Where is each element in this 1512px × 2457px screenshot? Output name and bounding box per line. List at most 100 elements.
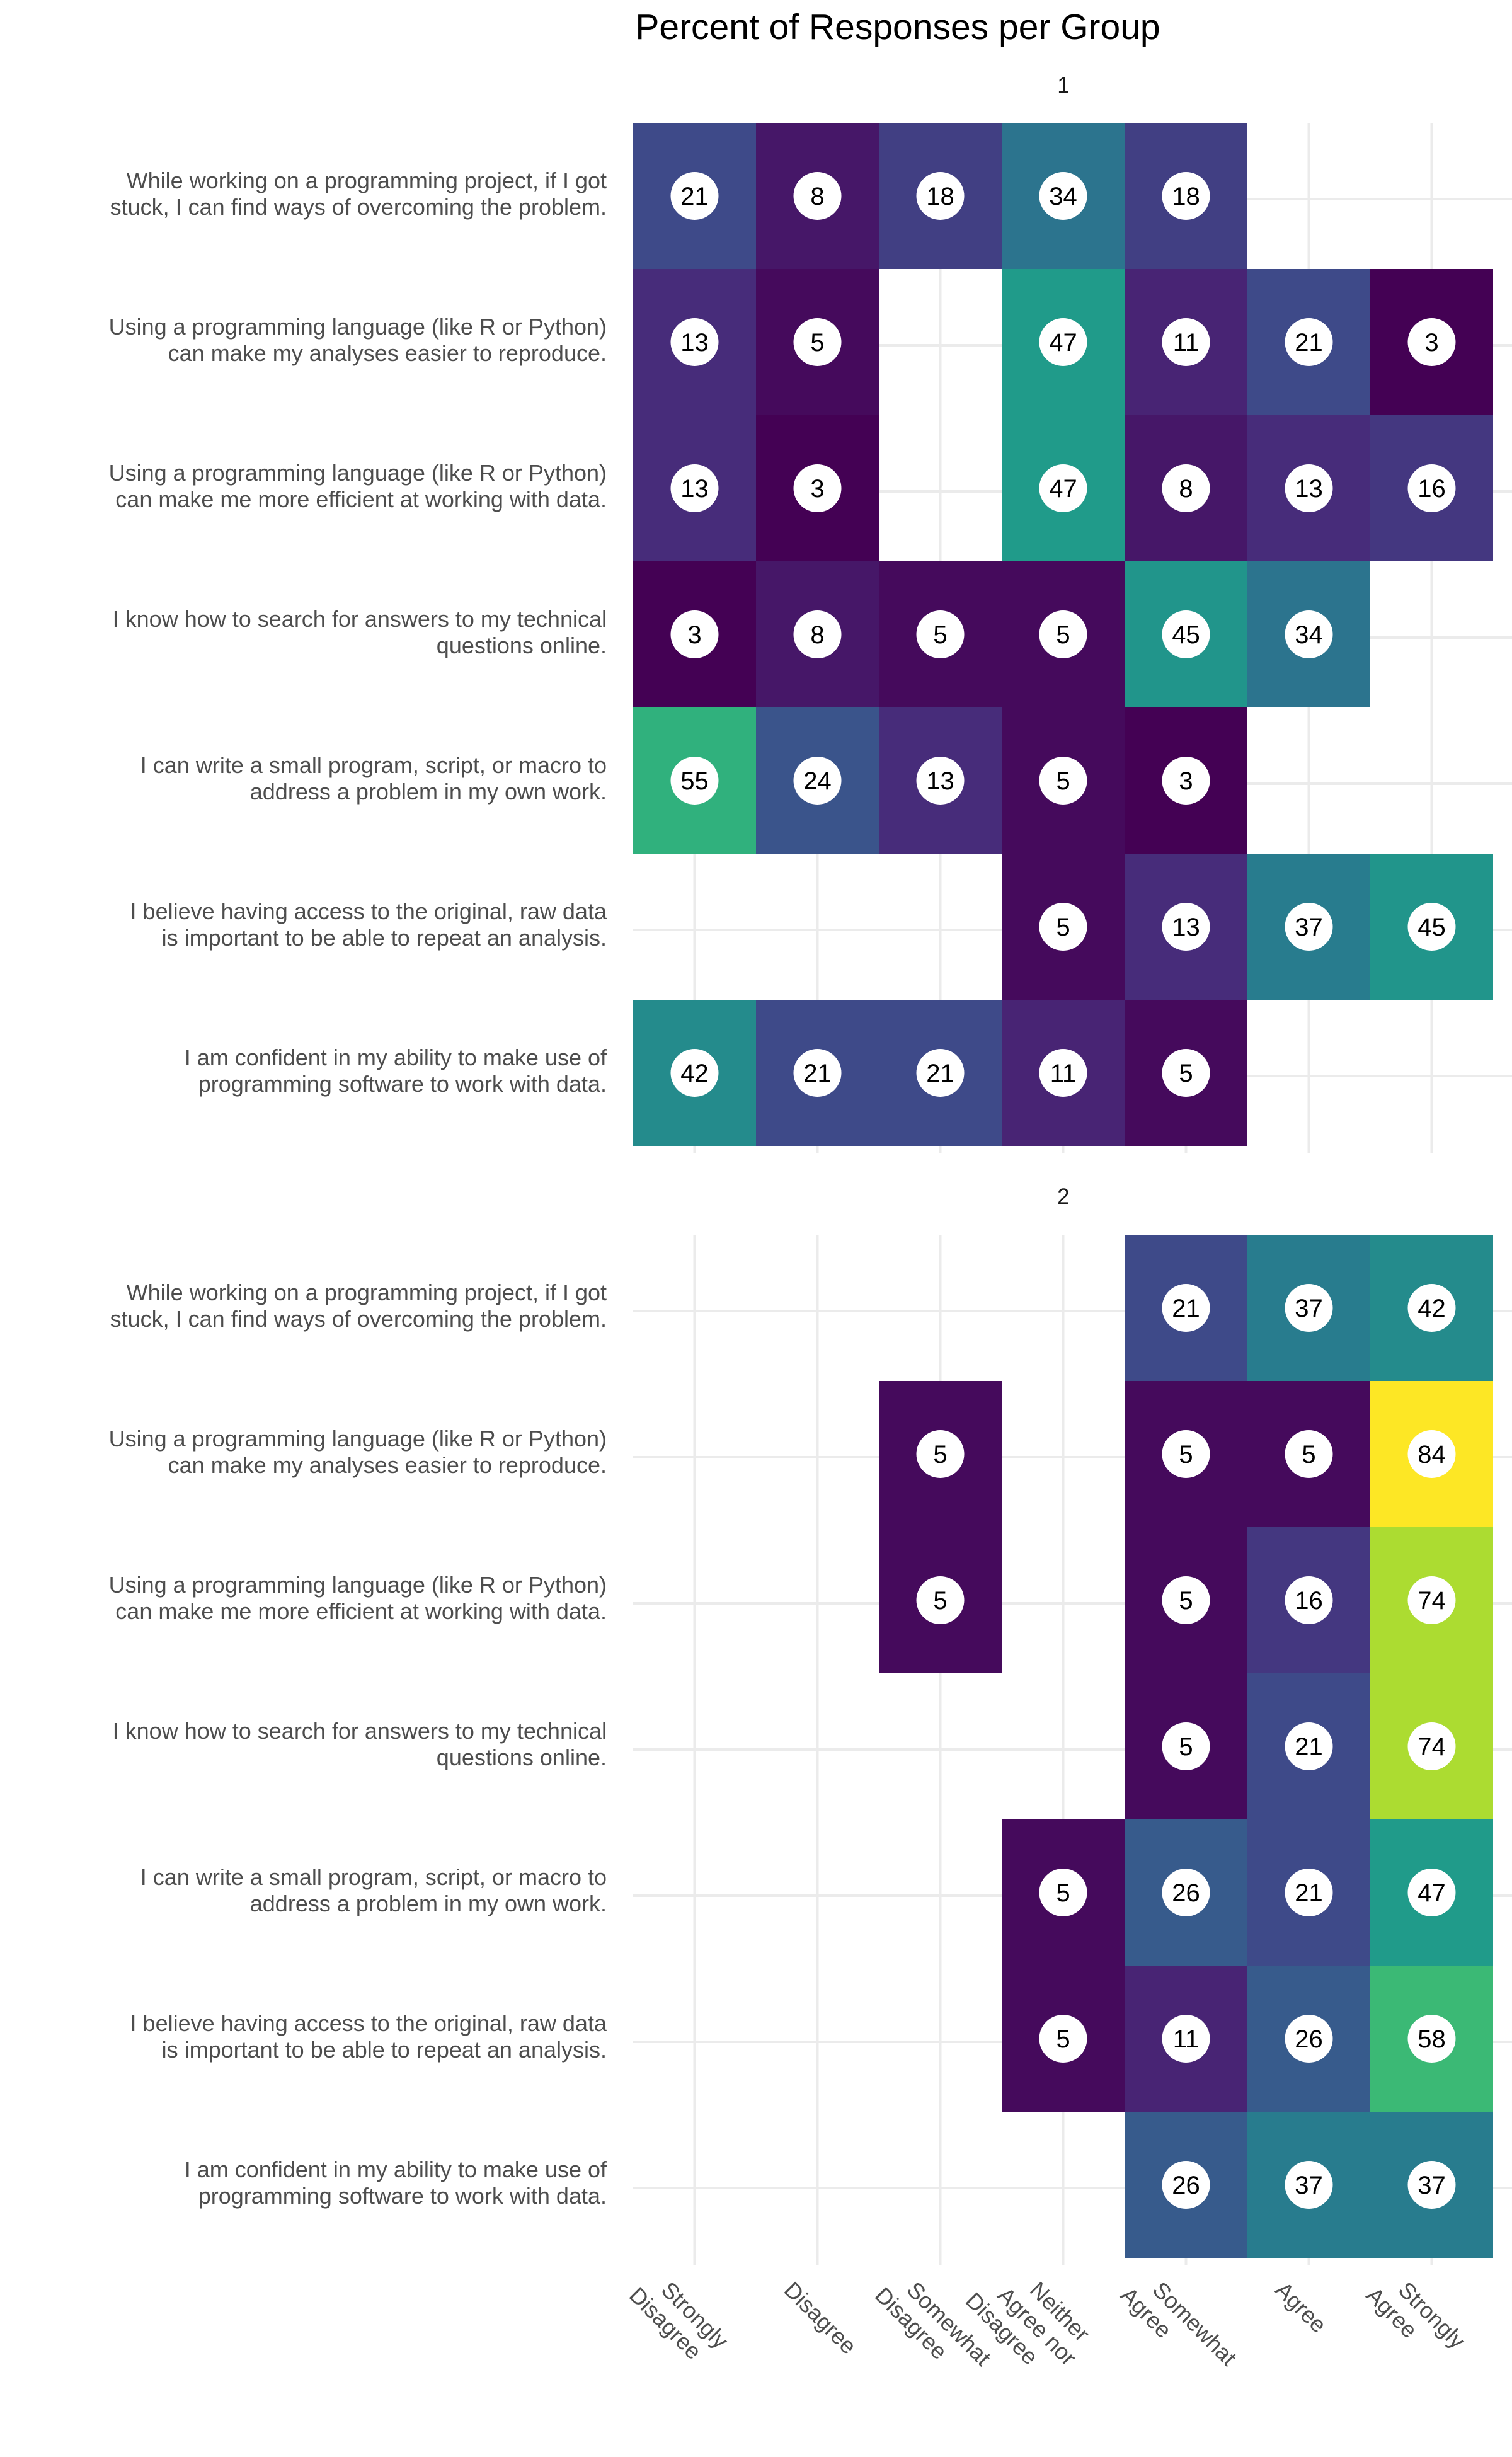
- value-label: 18: [1172, 183, 1200, 210]
- x-tick-label: NeitherAgree norDisagree: [961, 2250, 1100, 2389]
- value-badge: [1039, 464, 1087, 512]
- value-badge: [1039, 610, 1087, 658]
- value-badge: [1285, 903, 1333, 951]
- value-badge: [670, 172, 719, 220]
- value-label: 5: [933, 621, 947, 649]
- value-badge: [1407, 1284, 1456, 1332]
- value-label: 13: [1172, 914, 1200, 941]
- value-badge: [1162, 2161, 1210, 2209]
- value-badge: [1162, 2015, 1210, 2063]
- value-badge: [1162, 1049, 1210, 1097]
- panel-2: 2 While working on a programming project,…: [109, 1184, 1512, 2265]
- value-badge: [793, 172, 842, 220]
- value-label: 18: [926, 183, 954, 210]
- value-badge: [1285, 610, 1333, 658]
- row-label: I am confident in my ability to make use…: [185, 1045, 607, 1097]
- value-badge: [1407, 1869, 1456, 1916]
- value-label: 13: [680, 329, 709, 357]
- row-label: Using a programming language (like R or …: [109, 1426, 607, 1478]
- value-label: 26: [1295, 2025, 1323, 2053]
- value-label: 45: [1418, 914, 1446, 941]
- x-axis: StronglyDisagree Disagree SomewhatDisagree…: [624, 2250, 1470, 2389]
- value-label: 37: [1295, 914, 1323, 941]
- value-label: 42: [1418, 1295, 1446, 1322]
- value-badge: [793, 610, 842, 658]
- value-badge: [670, 464, 719, 512]
- value-badge: [670, 318, 719, 366]
- value-badge: [1162, 172, 1210, 220]
- value-label: 21: [1295, 329, 1323, 357]
- value-label: 3: [1424, 329, 1438, 357]
- row-label: I know how to search for answers to my t…: [113, 606, 607, 658]
- value-label: 13: [1295, 475, 1323, 503]
- value-badge: [1407, 903, 1456, 951]
- value-label: 24: [803, 767, 832, 795]
- value-badge: [1285, 1284, 1333, 1332]
- value-label: 21: [803, 1060, 832, 1087]
- value-badge: [793, 464, 842, 512]
- value-label: 16: [1295, 1587, 1323, 1615]
- panel-1: 1 While working on a programming project,…: [109, 73, 1512, 1153]
- value-label: 5: [1302, 1441, 1315, 1469]
- value-badge: [1039, 903, 1087, 951]
- value-label: 45: [1172, 621, 1200, 649]
- row-label: Using a programming language (like R or …: [109, 460, 607, 512]
- value-label: 5: [810, 329, 824, 357]
- value-label: 5: [1179, 1441, 1193, 1469]
- value-label: 21: [1295, 1879, 1323, 1907]
- value-badge: [1039, 1869, 1087, 1916]
- value-badge: [1039, 318, 1087, 366]
- value-badge: [916, 610, 965, 658]
- value-label: 26: [1172, 2172, 1200, 2199]
- value-label: 47: [1418, 1879, 1446, 1907]
- value-badge: [1407, 2015, 1456, 2063]
- row-label: I can write a small program, script, or …: [140, 752, 607, 805]
- row-label: I know how to search for answers to my t…: [113, 1718, 607, 1770]
- value-label: 8: [810, 621, 824, 649]
- value-badge: [670, 757, 719, 805]
- row-label: I am confident in my ability to make use…: [185, 2156, 607, 2209]
- value-badge: [916, 757, 965, 805]
- value-badge: [1162, 903, 1210, 951]
- row-label: Using a programming language (like R or …: [109, 314, 607, 366]
- value-badge: [1407, 1576, 1456, 1624]
- value-badge: [670, 610, 719, 658]
- x-tick-label: SomewhatAgree: [1116, 2263, 1242, 2389]
- value-badge: [1285, 1722, 1333, 1770]
- value-label: 5: [1056, 767, 1070, 795]
- value-badge: [916, 172, 965, 220]
- value-label: 47: [1049, 475, 1077, 503]
- value-label: 5: [1056, 914, 1070, 941]
- value-badge: [1039, 757, 1087, 805]
- value-badge: [1162, 1576, 1210, 1624]
- value-label: 11: [1050, 1060, 1077, 1087]
- value-label: 13: [926, 767, 954, 795]
- value-badge: [1285, 1430, 1333, 1478]
- x-tick-label: SomewhatDisagree: [870, 2263, 996, 2389]
- value-badge: [1039, 172, 1087, 220]
- value-label: 37: [1418, 2172, 1446, 2199]
- value-label: 21: [1295, 1733, 1323, 1761]
- value-badge: [1285, 1869, 1333, 1916]
- value-label: 84: [1418, 1441, 1446, 1469]
- facet-panels: 1 While working on a programming project,…: [109, 73, 1512, 2265]
- value-label: 37: [1295, 1295, 1323, 1322]
- value-label: 13: [680, 475, 709, 503]
- value-label: 11: [1173, 329, 1200, 357]
- value-badge: [1162, 610, 1210, 658]
- value-badge: [1285, 2015, 1333, 2063]
- value-label: 34: [1049, 183, 1077, 210]
- value-badge: [1407, 318, 1456, 366]
- value-badge: [1162, 1869, 1210, 1916]
- value-label: 5: [1056, 1879, 1070, 1907]
- value-label: 5: [1179, 1060, 1193, 1087]
- value-badge: [1039, 2015, 1087, 2063]
- value-label: 21: [680, 183, 709, 210]
- value-label: 74: [1418, 1587, 1446, 1615]
- value-label: 21: [1172, 1295, 1200, 1322]
- value-label: 5: [1179, 1587, 1193, 1615]
- x-tick-label: StronglyDisagree: [624, 2263, 733, 2372]
- value-label: 34: [1295, 621, 1323, 649]
- row-label: While working on a programming project, …: [110, 1280, 607, 1332]
